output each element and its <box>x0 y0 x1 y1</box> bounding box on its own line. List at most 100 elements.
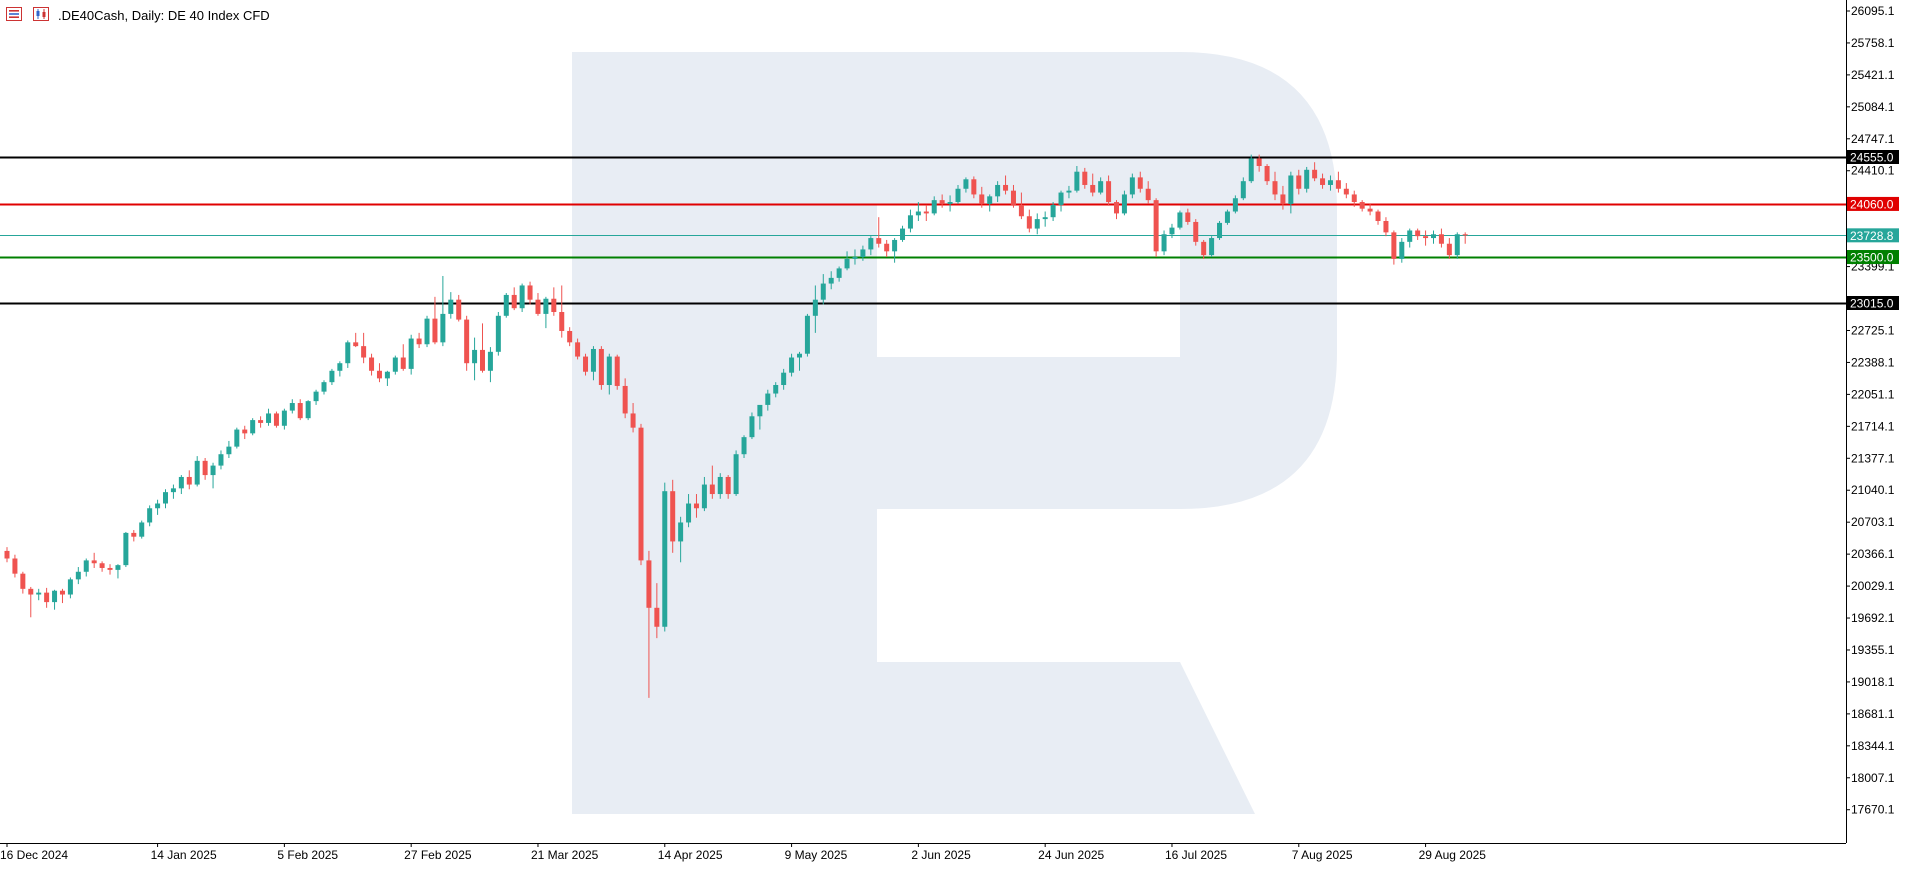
candle[interactable] <box>266 408 272 426</box>
candle[interactable] <box>1082 167 1088 189</box>
candle[interactable] <box>20 571 26 594</box>
candle[interactable] <box>1383 217 1389 237</box>
candle[interactable] <box>1169 223 1175 239</box>
candle[interactable] <box>155 499 161 515</box>
candle[interactable] <box>297 399 303 421</box>
level-tag-resistance-outer[interactable]: 24555.0 <box>1847 150 1899 165</box>
candle[interactable] <box>4 547 10 563</box>
candle[interactable] <box>1217 220 1223 240</box>
level-tag-support-inner[interactable]: 23500.0 <box>1847 250 1899 265</box>
candle[interactable] <box>432 296 438 345</box>
candle[interactable] <box>123 531 129 568</box>
candle[interactable] <box>900 225 906 242</box>
time-axis[interactable]: 16 Dec 2024 14 Jan 2025 5 Feb 2025 27 Feb 2… <box>0 843 1486 862</box>
candle[interactable] <box>1121 190 1127 216</box>
candle[interactable] <box>1010 184 1016 208</box>
price-axis[interactable]: 26095.1 25758.1 25421.1 25084.1 24747.1 24410… <box>1846 4 1899 817</box>
candle[interactable] <box>186 470 192 490</box>
candle[interactable] <box>686 494 692 528</box>
candle[interactable] <box>535 293 541 316</box>
candle[interactable] <box>1391 230 1397 265</box>
candle[interactable] <box>345 340 351 368</box>
candle[interactable] <box>519 283 525 313</box>
candle[interactable] <box>741 435 747 459</box>
candle[interactable] <box>1145 181 1151 204</box>
candle[interactable] <box>1446 238 1452 259</box>
candles-icon[interactable] <box>33 7 49 21</box>
candle[interactable] <box>987 194 993 212</box>
candle[interactable] <box>749 412 755 440</box>
candle[interactable] <box>115 564 121 579</box>
candle[interactable] <box>218 450 224 470</box>
candle[interactable] <box>1399 238 1405 263</box>
candle[interactable] <box>1367 203 1373 216</box>
candle[interactable] <box>876 217 882 248</box>
candle[interactable] <box>28 586 34 618</box>
candle[interactable] <box>1185 208 1191 225</box>
candle[interactable] <box>1256 154 1262 172</box>
candle[interactable] <box>575 338 581 360</box>
candle[interactable] <box>1042 211 1048 227</box>
candle[interactable] <box>646 550 652 698</box>
candle[interactable] <box>583 353 589 376</box>
candle[interactable] <box>828 271 834 290</box>
candle[interactable] <box>242 425 248 440</box>
candle[interactable] <box>979 186 985 208</box>
candle[interactable] <box>464 315 470 371</box>
candle[interactable] <box>654 583 660 639</box>
candle[interactable] <box>1288 171 1294 214</box>
candle[interactable] <box>289 399 295 414</box>
candle[interactable] <box>147 505 153 527</box>
candle[interactable] <box>83 558 89 577</box>
candle[interactable] <box>1129 173 1135 199</box>
candle[interactable] <box>709 465 715 499</box>
candle[interactable] <box>662 482 668 632</box>
candle[interactable] <box>1209 236 1215 258</box>
candle[interactable] <box>472 337 478 381</box>
candle[interactable] <box>915 202 921 221</box>
candle[interactable] <box>939 194 945 208</box>
candle[interactable] <box>1193 219 1199 246</box>
candle[interactable] <box>313 389 319 405</box>
candle[interactable] <box>503 293 509 318</box>
candle[interactable] <box>868 236 874 256</box>
candle[interactable] <box>178 475 184 495</box>
candle[interactable] <box>1034 213 1040 235</box>
candle[interactable] <box>701 476 707 512</box>
candle[interactable] <box>495 312 501 356</box>
candle[interactable] <box>1026 209 1032 233</box>
candle[interactable] <box>638 423 644 566</box>
candle[interactable] <box>1074 166 1080 193</box>
candle[interactable] <box>1106 175 1112 206</box>
candle[interactable] <box>131 530 137 542</box>
candle[interactable] <box>1018 192 1024 220</box>
candle[interactable] <box>797 351 802 371</box>
candle[interactable] <box>1090 173 1096 197</box>
candle[interactable] <box>717 473 723 499</box>
candle[interactable] <box>1304 166 1310 193</box>
candle[interactable] <box>1454 232 1460 259</box>
candle[interactable] <box>226 440 232 459</box>
candle[interactable] <box>860 245 866 261</box>
candle[interactable] <box>892 238 898 263</box>
candle[interactable] <box>1296 169 1302 195</box>
candle[interactable] <box>139 520 145 539</box>
candle[interactable] <box>1098 177 1104 195</box>
candle[interactable] <box>353 332 359 348</box>
candle[interactable] <box>75 567 81 585</box>
candle[interactable] <box>606 353 612 395</box>
candle[interactable] <box>1050 202 1056 221</box>
candles[interactable] <box>4 154 1468 698</box>
candle[interactable] <box>567 327 573 347</box>
candle[interactable] <box>281 408 287 430</box>
candle[interactable] <box>931 196 937 216</box>
level-tag-current-price[interactable]: 23728.8 <box>1847 228 1899 243</box>
candle[interactable] <box>1224 209 1230 225</box>
level-tag-support-outer[interactable]: 23015.0 <box>1847 296 1899 311</box>
candle[interactable] <box>1431 230 1436 244</box>
candle[interactable] <box>852 249 858 265</box>
candle[interactable] <box>1343 183 1349 199</box>
candle[interactable] <box>781 368 787 390</box>
candle[interactable] <box>1407 228 1413 248</box>
